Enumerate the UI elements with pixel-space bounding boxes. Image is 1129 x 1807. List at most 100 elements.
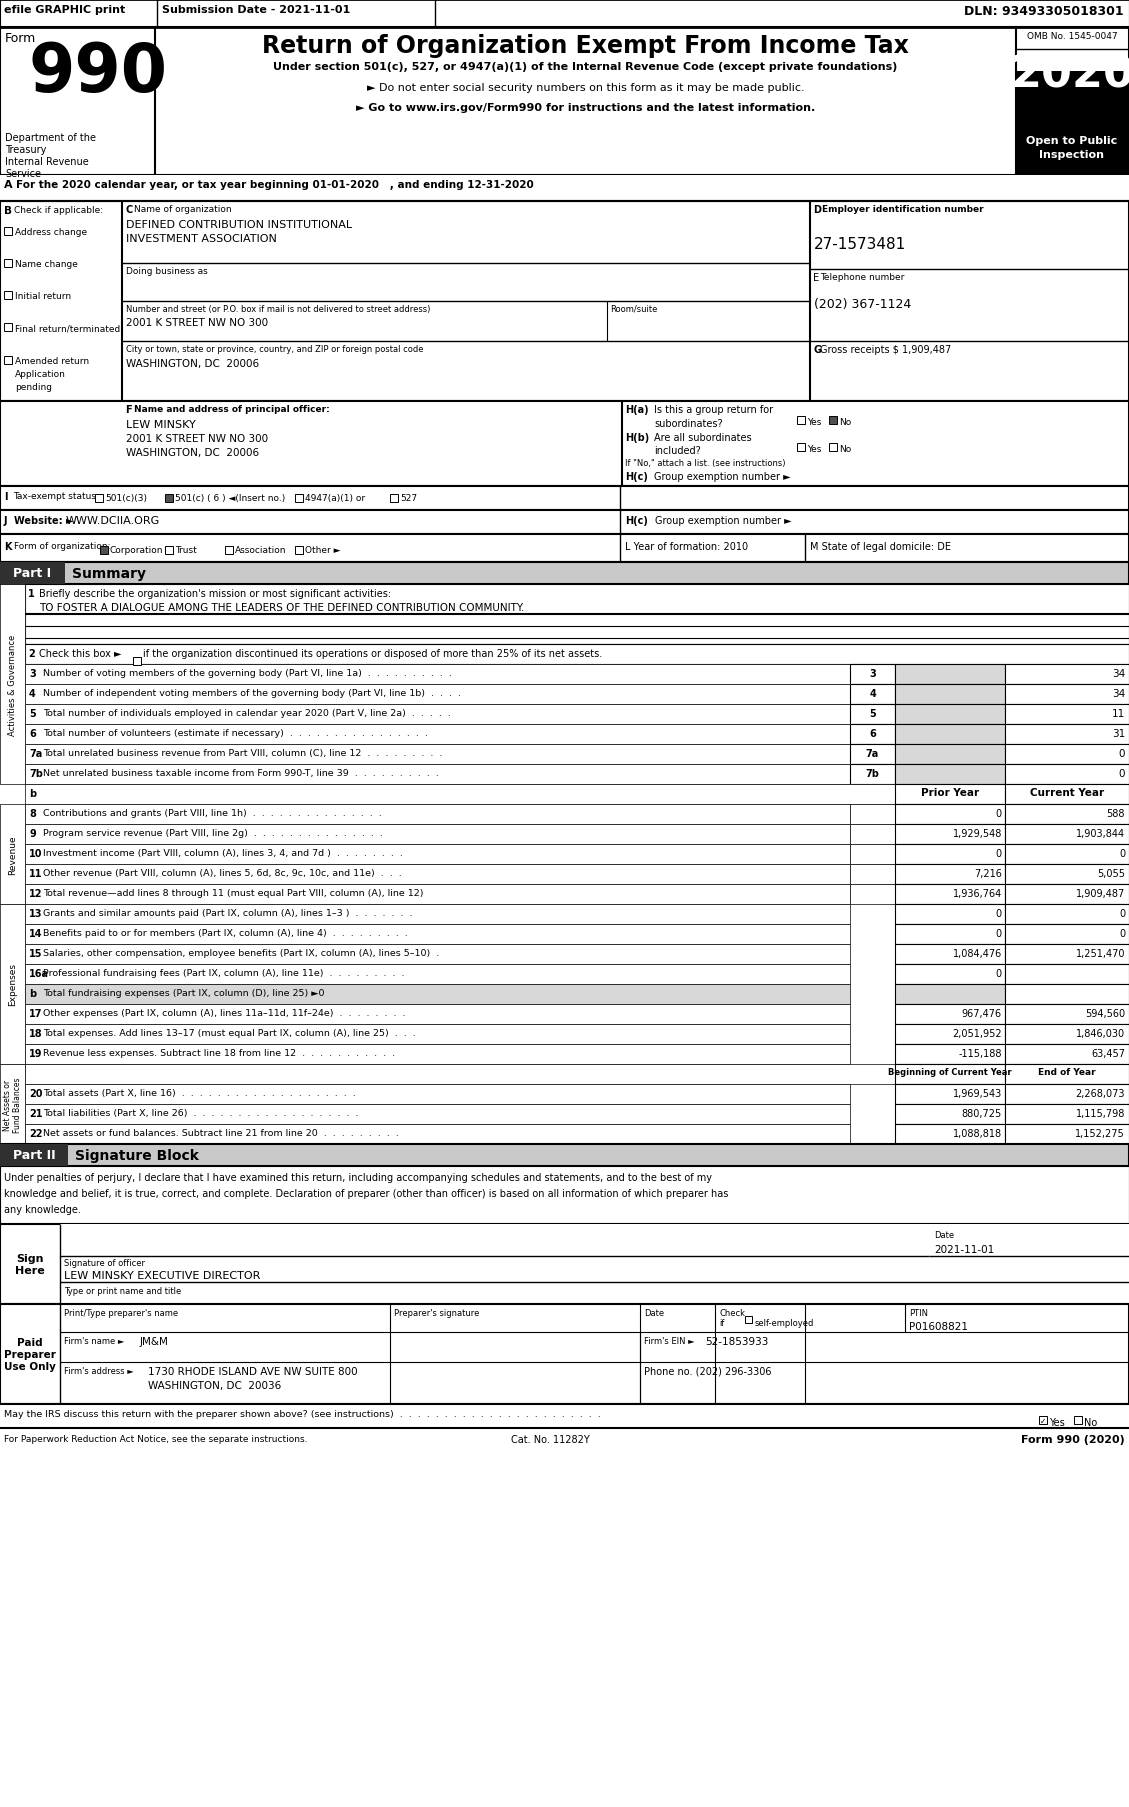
Bar [850, 804, 1005, 824]
Bar [1039, 1417, 1047, 1424]
Text: TO FOSTER A DIALOGUE AMONG THE LEADERS OF THE DEFINED CONTRIBUTION COMMUNITY.: TO FOSTER A DIALOGUE AMONG THE LEADERS O… [40, 604, 524, 613]
Text: 14: 14 [29, 929, 43, 938]
Bar [895, 1044, 1005, 1064]
Text: 8: 8 [29, 808, 36, 819]
Text: Form: Form [5, 33, 36, 45]
Text: (202) 367-1124: (202) 367-1124 [814, 298, 911, 311]
Bar [1005, 804, 1129, 824]
Bar [895, 725, 1005, 744]
Bar [95, 495, 103, 502]
Text: Telephone number: Telephone number [820, 273, 904, 282]
Bar [895, 744, 1005, 764]
Text: 2020: 2020 [1010, 52, 1129, 96]
Bar [895, 1124, 1005, 1144]
Bar [1005, 1005, 1129, 1025]
Text: 880,725: 880,725 [962, 1108, 1003, 1119]
Text: 2001 K STREET NW NO 300: 2001 K STREET NW NO 300 [126, 434, 268, 445]
Bar [0, 175, 1129, 202]
Bar [25, 905, 850, 925]
Text: Name change: Name change [15, 260, 78, 269]
Text: 1,088,818: 1,088,818 [953, 1128, 1003, 1138]
Bar [1005, 705, 1129, 725]
Bar [797, 445, 805, 452]
Bar [165, 548, 173, 555]
Bar [895, 685, 1005, 705]
Text: No: No [1084, 1417, 1097, 1428]
Text: Firm's address ►: Firm's address ► [64, 1366, 133, 1375]
Bar [1005, 725, 1129, 744]
Bar [895, 945, 1005, 965]
Bar [1005, 925, 1129, 945]
Text: WASHINGTON, DC  20036: WASHINGTON, DC 20036 [148, 1381, 281, 1390]
Text: Total number of individuals employed in calendar year 2020 (Part V, line 2a)  . : Total number of individuals employed in … [43, 708, 450, 717]
Text: Current Year: Current Year [1030, 788, 1104, 797]
Text: OMB No. 1545-0047: OMB No. 1545-0047 [1026, 33, 1118, 42]
Text: 11: 11 [1112, 708, 1124, 719]
Text: Sign
Here: Sign Here [15, 1254, 45, 1276]
Text: Amended return: Amended return [15, 356, 89, 365]
Text: 13: 13 [29, 909, 43, 918]
Text: Name of organization: Name of organization [134, 204, 231, 213]
Text: 2,051,952: 2,051,952 [953, 1028, 1003, 1039]
Text: Total unrelated business revenue from Part VIII, column (C), line 12  .  .  .  .: Total unrelated business revenue from Pa… [43, 748, 443, 757]
Bar [895, 985, 1005, 1005]
Bar [829, 417, 837, 425]
Text: 0: 0 [996, 969, 1003, 978]
Text: Briefly describe the organization's mission or most significant activities:: Briefly describe the organization's miss… [40, 589, 391, 598]
Text: For Paperwork Reduction Act Notice, see the separate instructions.: For Paperwork Reduction Act Notice, see … [5, 1435, 307, 1444]
Text: B: B [5, 206, 12, 215]
Text: Part I: Part I [12, 567, 51, 580]
Text: Benefits paid to or for members (Part IX, column (A), line 4)  .  .  .  .  .  . : Benefits paid to or for members (Part IX… [43, 929, 408, 938]
Bar [895, 1104, 1005, 1124]
Text: Grants and similar amounts paid (Part IX, column (A), lines 1–3 )  .  .  .  .  .: Grants and similar amounts paid (Part IX… [43, 909, 412, 918]
Bar [25, 1104, 850, 1124]
Text: 1,969,543: 1,969,543 [953, 1088, 1003, 1099]
Bar [850, 884, 1005, 905]
Text: Expenses: Expenses [8, 963, 17, 1006]
Bar [830, 417, 837, 425]
Bar [25, 844, 850, 864]
Bar [895, 764, 1005, 784]
Bar [895, 705, 1005, 725]
Text: Internal Revenue: Internal Revenue [5, 157, 89, 166]
Bar [895, 925, 1005, 945]
Text: 11: 11 [29, 869, 43, 878]
Text: 588: 588 [1106, 808, 1124, 819]
Text: 7b: 7b [29, 768, 43, 779]
Text: 0: 0 [1119, 929, 1124, 938]
Bar [1005, 884, 1129, 905]
Bar [0, 486, 1129, 511]
Text: D: D [813, 204, 821, 215]
Bar [25, 585, 1129, 645]
Bar [0, 0, 1129, 27]
Text: Yes: Yes [807, 417, 822, 426]
Text: 7a: 7a [866, 748, 879, 759]
Text: DLN: 93493305018301: DLN: 93493305018301 [964, 5, 1124, 18]
Bar [1005, 1084, 1129, 1104]
Text: H(c): H(c) [625, 515, 648, 526]
Text: Service: Service [5, 168, 41, 179]
Bar [1005, 764, 1129, 784]
Text: 1,115,798: 1,115,798 [1076, 1108, 1124, 1119]
Text: 1,903,844: 1,903,844 [1076, 829, 1124, 838]
Text: Application: Application [15, 370, 65, 379]
Bar [25, 685, 850, 705]
Text: 1,152,275: 1,152,275 [1075, 1128, 1124, 1138]
Bar [1005, 824, 1129, 844]
Text: 34: 34 [1112, 669, 1124, 679]
Bar [797, 417, 805, 425]
Bar [165, 495, 173, 502]
Text: Net Assets or
Fund Balances: Net Assets or Fund Balances [2, 1077, 23, 1133]
Text: 22: 22 [29, 1128, 43, 1138]
Text: Corporation: Corporation [110, 546, 164, 555]
Text: 501(c) ( 6 ) ◄(Insert no.): 501(c) ( 6 ) ◄(Insert no.) [175, 493, 286, 502]
Text: F: F [125, 405, 132, 416]
Text: Number of voting members of the governing body (Part VI, line 1a)  .  .  .  .  .: Number of voting members of the governin… [43, 669, 452, 678]
Text: Are all subordinates: Are all subordinates [654, 432, 752, 443]
Text: 1,909,487: 1,909,487 [1076, 889, 1124, 898]
Text: ► Go to www.irs.gov/Form990 for instructions and the latest information.: ► Go to www.irs.gov/Form990 for instruct… [356, 103, 815, 112]
Text: any knowledge.: any knowledge. [5, 1203, 81, 1214]
Text: K: K [5, 542, 11, 551]
Bar [895, 1025, 1005, 1044]
Bar [1005, 1025, 1129, 1044]
